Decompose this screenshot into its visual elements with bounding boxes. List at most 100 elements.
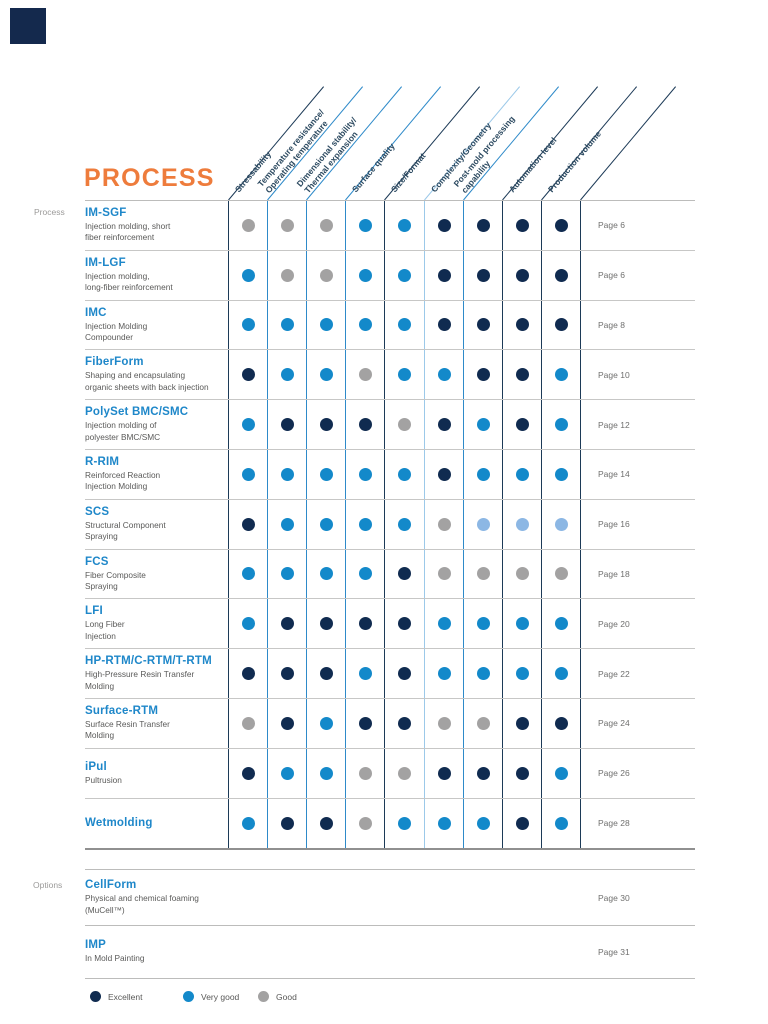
rating-cell (423, 201, 464, 250)
rating-cell (501, 748, 542, 798)
rating-dot-fair (554, 517, 568, 531)
rating-cell (501, 350, 542, 400)
process-label: Wetmolding (85, 799, 228, 848)
rating-cell (306, 599, 346, 649)
rating-cell (267, 300, 307, 350)
process-row: IMC Injection Molding Compounder Page 8 (85, 300, 695, 351)
page-reference: Page 8 (598, 319, 625, 330)
rating-dot-good (437, 517, 451, 531)
rating-dot-excellent (515, 218, 529, 232)
rating-cell (384, 250, 424, 300)
rating-dot-excellent (359, 716, 373, 730)
rating-dot-very_good (476, 816, 490, 830)
process-row: FCS Fiber Composite Spraying Page 18 (85, 549, 695, 600)
rating-dot-very_good (398, 268, 412, 282)
rating-dot-excellent (554, 268, 568, 282)
process-name: iPul (85, 760, 107, 773)
rating-cell (267, 649, 307, 698)
rating-dot-very_good (242, 816, 256, 830)
rating-cell (384, 798, 424, 848)
rating-cell (267, 549, 307, 599)
rating-cell (306, 499, 346, 549)
rating-cell (462, 400, 503, 449)
process-name: Surface-RTM (85, 705, 159, 718)
rating-cell (540, 400, 581, 449)
rating-dot-excellent (515, 418, 529, 432)
process-name: FiberForm (85, 356, 144, 369)
process-label: HP-RTM/C-RTM/T-RTM High-Pressure Resin Tr… (85, 649, 228, 698)
rating-cell (228, 300, 268, 350)
rating-dot-good (554, 567, 568, 581)
page-reference: Page 22 (598, 668, 630, 679)
rating-dot-excellent (320, 816, 334, 830)
rating-cell (462, 798, 503, 848)
process-label: FCS Fiber Composite Spraying (85, 550, 228, 599)
rating-cell (423, 499, 464, 549)
rating-dot-excellent (398, 617, 412, 631)
rating-dot-very_good (515, 467, 529, 481)
rating-dot-excellent (554, 218, 568, 232)
rating-dot-excellent (515, 268, 529, 282)
rating-dot-good (281, 218, 295, 232)
rating-dot-very_good (437, 667, 451, 681)
rating-cell (228, 549, 268, 599)
rating-dot-very_good (476, 418, 490, 432)
grid-right-border (579, 599, 581, 649)
rating-cell (423, 698, 464, 748)
process-description: Reinforced Reaction Injection Molding (85, 470, 161, 492)
rating-dot-very_good (476, 617, 490, 631)
rating-dot-excellent (281, 617, 295, 631)
process-row: Wetmolding Page 28 (85, 798, 695, 848)
process-label: iPul Pultrusion (85, 749, 228, 798)
grid-right-border (579, 499, 581, 549)
rating-dot-excellent (437, 766, 451, 780)
rating-dot-very_good (320, 716, 334, 730)
rating-cell (384, 698, 424, 748)
page-reference: Page 31 (598, 947, 630, 957)
process-name: FCS (85, 555, 109, 568)
rating-dot-excellent (398, 667, 412, 681)
rating-dot-good (320, 218, 334, 232)
process-label: LFI Long Fiber Injection (85, 599, 228, 648)
rating-cell (267, 798, 307, 848)
column-header: Size/Format (389, 151, 428, 195)
rating-dot-excellent (515, 318, 529, 332)
rating-dot-good (359, 816, 373, 830)
rating-cell (540, 599, 581, 649)
rating-cell (462, 649, 503, 698)
process-label: IM-LGF Injection molding, long-fiber rein… (85, 251, 228, 300)
rating-dot-very_good (281, 467, 295, 481)
process-row: Surface-RTM Surface Resin Transfer Moldin… (85, 698, 695, 749)
rating-dot-very_good (437, 816, 451, 830)
grid-right-border (579, 798, 581, 848)
rating-dot-very_good (554, 467, 568, 481)
page-reference: Page 6 (598, 220, 625, 231)
rating-cell (306, 698, 346, 748)
rating-cell (306, 300, 346, 350)
rating-dot-excellent (554, 318, 568, 332)
rating-cell (306, 201, 346, 250)
rating-dot-very_good (281, 368, 295, 382)
rating-dot-very_good (320, 517, 334, 531)
rating-cell (540, 250, 581, 300)
rating-cell (501, 400, 542, 449)
rating-cell (228, 698, 268, 748)
rating-cell (501, 499, 542, 549)
rating-dot-very_good (320, 467, 334, 481)
rating-cell (540, 549, 581, 599)
rating-dot-excellent (320, 667, 334, 681)
rating-cell (501, 649, 542, 698)
legend-item: Very good (183, 991, 239, 1002)
rating-cell (501, 250, 542, 300)
rating-cell (267, 201, 307, 250)
rating-cell (540, 649, 581, 698)
page-reference: Page 28 (598, 818, 630, 829)
rating-cell (501, 300, 542, 350)
rating-dot-very_good (320, 368, 334, 382)
rating-cell (384, 499, 424, 549)
rating-dot-good (242, 218, 256, 232)
page-title: PROCESS (84, 164, 215, 192)
column-header-line1: Size/Format (389, 151, 428, 195)
rating-dot-good (515, 567, 529, 581)
rating-cell (228, 400, 268, 449)
